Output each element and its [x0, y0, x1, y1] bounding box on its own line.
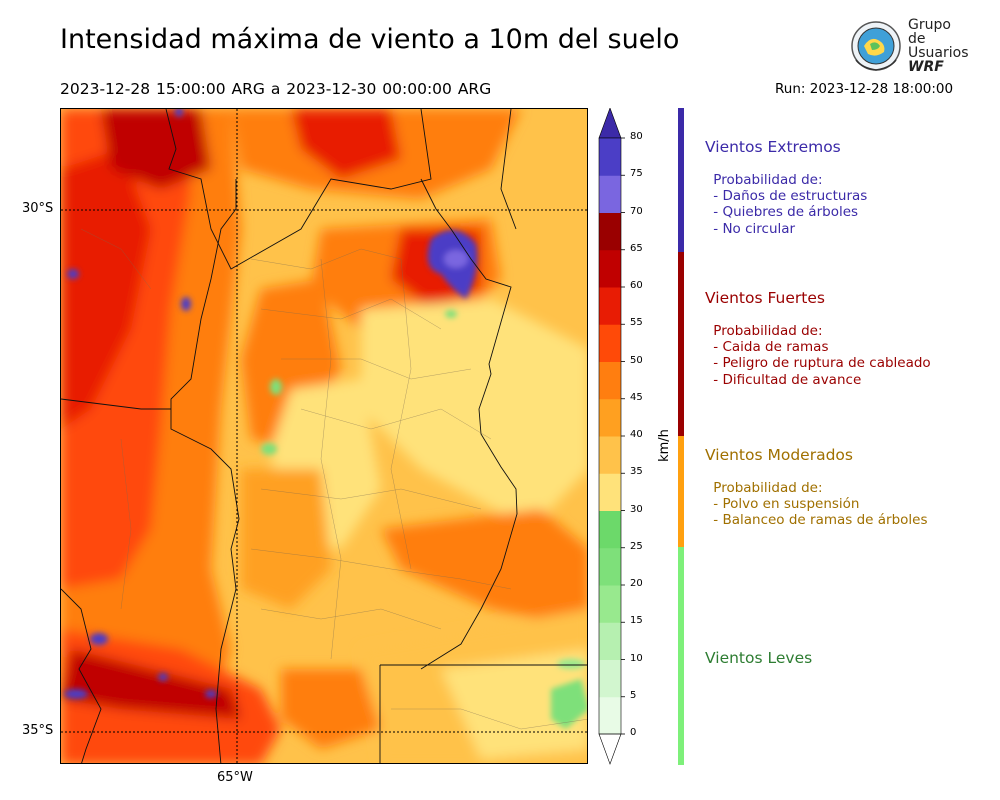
logo-text: Grupo de Usuarios WRF [908, 18, 969, 74]
colorbar-tick-label: 35 [630, 466, 643, 478]
colorbar-extend-bottom [598, 733, 622, 765]
category-desc-extremos: Probabilidad de: - Daños de estructuras … [713, 172, 868, 237]
colorbar-tick-label: 30 [630, 503, 643, 515]
chart-title: Intensidad máxima de viento a 10m del su… [60, 24, 680, 55]
valid-period: 2023-12-28 15:00:00 ARG a 2023-12-30 00:… [60, 80, 492, 98]
colorbar-tick-label: 70 [630, 205, 643, 217]
colorbar-bin [599, 473, 621, 511]
colorbar-unit-label: km/h [656, 429, 672, 462]
department-boundaries [80, 228, 587, 730]
wind-map [60, 108, 588, 764]
colorbar-tick-label: 15 [630, 615, 643, 627]
run-time: Run: 2023-12-28 18:00:00 [775, 81, 954, 97]
colorbar [598, 108, 625, 765]
category-bar-moderados [678, 436, 684, 547]
colorbar-tick-label: 65 [630, 242, 643, 254]
colorbar-tick-label: 60 [630, 280, 643, 291]
logo-line1: Grupo de [908, 17, 951, 47]
colorbar-bin [599, 287, 621, 325]
colorbar-bin [599, 547, 621, 586]
colorbar-bin [599, 659, 621, 698]
lon-label-65w: 65°W [217, 770, 253, 785]
colorbar-tick-label: 5 [630, 689, 637, 701]
logo-line3: WRF [908, 59, 944, 75]
colorbar-bin [599, 436, 621, 474]
colorbar-tick-label: 50 [630, 354, 643, 366]
colorbar-tick-label: 25 [630, 540, 643, 552]
wrf-logo: Grupo de Usuarios WRF [848, 18, 969, 74]
colorbar-bin [599, 696, 621, 735]
category-desc-moderados: Probabilidad de: - Polvo en suspensión -… [713, 480, 928, 529]
colorbar-tick-label: 40 [630, 429, 643, 440]
category-title-leves: Vientos Leves [705, 649, 813, 667]
category-title-fuertes: Vientos Fuertes [705, 289, 825, 307]
colorbar-tick-label: 0 [630, 727, 637, 738]
wind-map-canvas [61, 109, 587, 763]
colorbar-bin [599, 212, 621, 251]
globe-seal-icon [851, 21, 901, 71]
colorbar-tick-label: 20 [630, 578, 643, 589]
category-bar-fuertes [678, 252, 684, 436]
colorbar-tick-label: 75 [630, 168, 643, 180]
colorbar-bin [599, 510, 621, 549]
colorbar-bin [599, 175, 621, 213]
extreme-wind-cells [64, 109, 478, 699]
category-desc-fuertes: Probabilidad de: - Caida de ramas - Peli… [713, 323, 931, 388]
colorbar-bin [599, 324, 621, 362]
category-bar-leves [678, 547, 684, 765]
colorbar-bin [599, 361, 621, 400]
colorbar-bin [599, 249, 621, 288]
colorbar-bin [599, 585, 621, 623]
colorbar-bin [599, 398, 621, 437]
colorbar-tick-label: 10 [630, 652, 643, 664]
light-wind-areas [261, 310, 587, 729]
colorbar-extend-top [598, 108, 622, 139]
colorbar-tick-label: 45 [630, 391, 643, 403]
lat-label-35s: 35°S [22, 723, 54, 738]
category-title-extremos: Vientos Extremos [705, 138, 841, 156]
political-boundaries [61, 109, 587, 763]
lat-label-30s: 30°S [22, 201, 54, 216]
colorbar-bin [599, 138, 621, 176]
logo-line2: Usuarios [908, 45, 969, 61]
graticule [61, 109, 587, 763]
colorbar-tick-label: 55 [630, 317, 643, 329]
colorbar-bin [599, 622, 621, 660]
category-title-moderados: Vientos Moderados [705, 446, 853, 464]
category-bar-extremos [678, 108, 684, 252]
colorbar-tick-label: 80 [630, 131, 643, 142]
